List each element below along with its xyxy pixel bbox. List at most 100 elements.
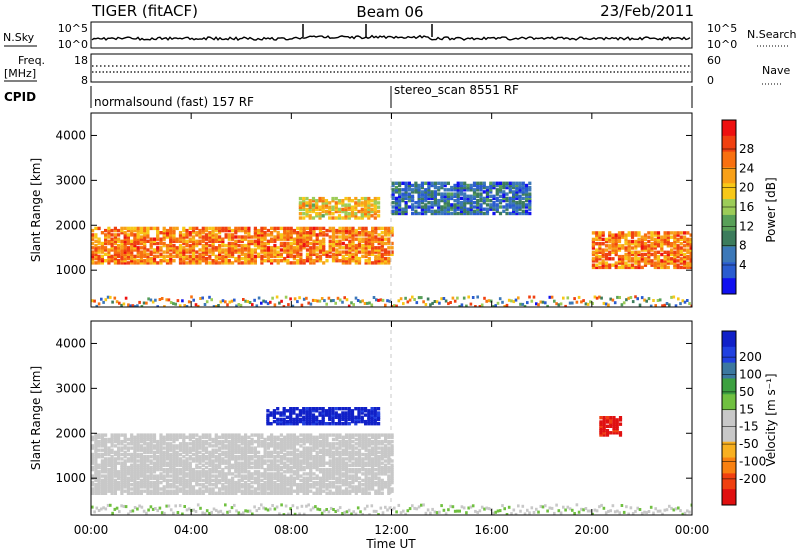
power-cell [139, 228, 143, 233]
velocity-cell [266, 417, 270, 422]
power-cell [149, 252, 153, 256]
power-cell [315, 199, 319, 203]
power-cell [97, 241, 101, 246]
velocity-cell [377, 472, 381, 476]
power-cell [391, 190, 395, 194]
velocity-cell [136, 459, 140, 463]
power-cell [407, 183, 411, 188]
velocity-cell [152, 439, 157, 444]
velocity-cell [299, 433, 303, 437]
power-cell [614, 261, 618, 265]
velocity-cell [315, 467, 319, 472]
power-cell [601, 231, 605, 235]
power-cell [162, 254, 166, 259]
power-cell [100, 246, 104, 250]
power-cell [299, 226, 303, 231]
velocity-cell [204, 472, 209, 476]
velocity-cell [94, 444, 98, 448]
velocity-cell [120, 478, 124, 483]
power-cell [315, 205, 319, 209]
power-cell [240, 239, 244, 243]
power-cell [97, 248, 101, 252]
velocity-cell [331, 459, 336, 463]
power-cell [384, 250, 388, 254]
velocity-cell [289, 478, 293, 483]
power-cell [650, 244, 654, 248]
power-cell [501, 300, 504, 304]
velocity-cell [149, 455, 153, 459]
velocity-cell [221, 433, 225, 437]
velocity-cell [152, 450, 157, 455]
power-cell [394, 209, 398, 213]
velocity-cell [178, 461, 183, 465]
power-cell [253, 254, 257, 259]
velocity-cell [159, 442, 163, 446]
power-cell [492, 185, 496, 190]
velocity-cell [250, 455, 254, 459]
velocity-cell [195, 433, 199, 437]
velocity-cell [348, 435, 352, 439]
power-cell [459, 205, 464, 209]
power-cell [279, 254, 283, 259]
power-cell [178, 261, 183, 265]
velocity-cell [126, 459, 130, 463]
power-cell [315, 203, 319, 207]
velocity-cell [361, 472, 365, 476]
power-cell [283, 233, 287, 237]
velocity-cell [188, 457, 192, 461]
velocity-cell [390, 487, 394, 491]
velocity-cell [354, 491, 358, 495]
power-cell [391, 209, 395, 213]
velocity-cell [240, 450, 244, 455]
velocity-cell [347, 422, 351, 426]
power-cell [420, 192, 424, 196]
power-cell [328, 205, 332, 209]
power-cell [495, 203, 499, 207]
power-cell [133, 233, 137, 237]
velocity-cell [312, 491, 316, 495]
power-cell [260, 241, 264, 246]
power-cell [525, 205, 529, 209]
power-cell [433, 190, 437, 194]
velocity-cell [361, 483, 365, 487]
velocity-cell [218, 474, 222, 478]
power-cell [512, 300, 516, 304]
velocity-cell [227, 491, 231, 495]
power-cell [630, 259, 635, 263]
power-cell [663, 239, 667, 244]
power-ylabel: Slant Range [km] [29, 158, 43, 262]
power-cell [640, 242, 644, 246]
velocity-cell [175, 470, 179, 474]
power-cell [354, 252, 358, 256]
power-cell [110, 256, 114, 261]
velocity-cell [348, 439, 352, 444]
velocity-cell [126, 457, 130, 461]
velocity-cell [270, 433, 274, 437]
power-cell [198, 261, 202, 265]
velocity-cell [286, 433, 290, 437]
velocity-cell [344, 411, 348, 415]
power-cell [478, 305, 482, 307]
power-cell [182, 248, 186, 252]
velocity-cell [328, 489, 332, 493]
power-cell [630, 265, 635, 270]
velocity-cell [247, 444, 251, 448]
velocity-cell [205, 509, 209, 513]
power-cell [305, 214, 309, 218]
velocity-cell [266, 435, 270, 439]
velocity-cell [380, 442, 384, 446]
velocity-cell [371, 439, 375, 444]
power-cell [289, 246, 293, 250]
power-cell [305, 209, 309, 214]
velocity-cell [191, 452, 196, 457]
power-cell [443, 205, 447, 209]
velocity-cell [133, 437, 137, 442]
velocity-cell [318, 476, 323, 480]
velocity-cell [282, 413, 286, 417]
power-cell [361, 239, 365, 243]
velocity-cell [282, 409, 286, 413]
velocity-cell [364, 476, 368, 480]
velocity-cell [204, 489, 209, 493]
power-cell [377, 214, 381, 218]
power-cell [595, 252, 599, 257]
